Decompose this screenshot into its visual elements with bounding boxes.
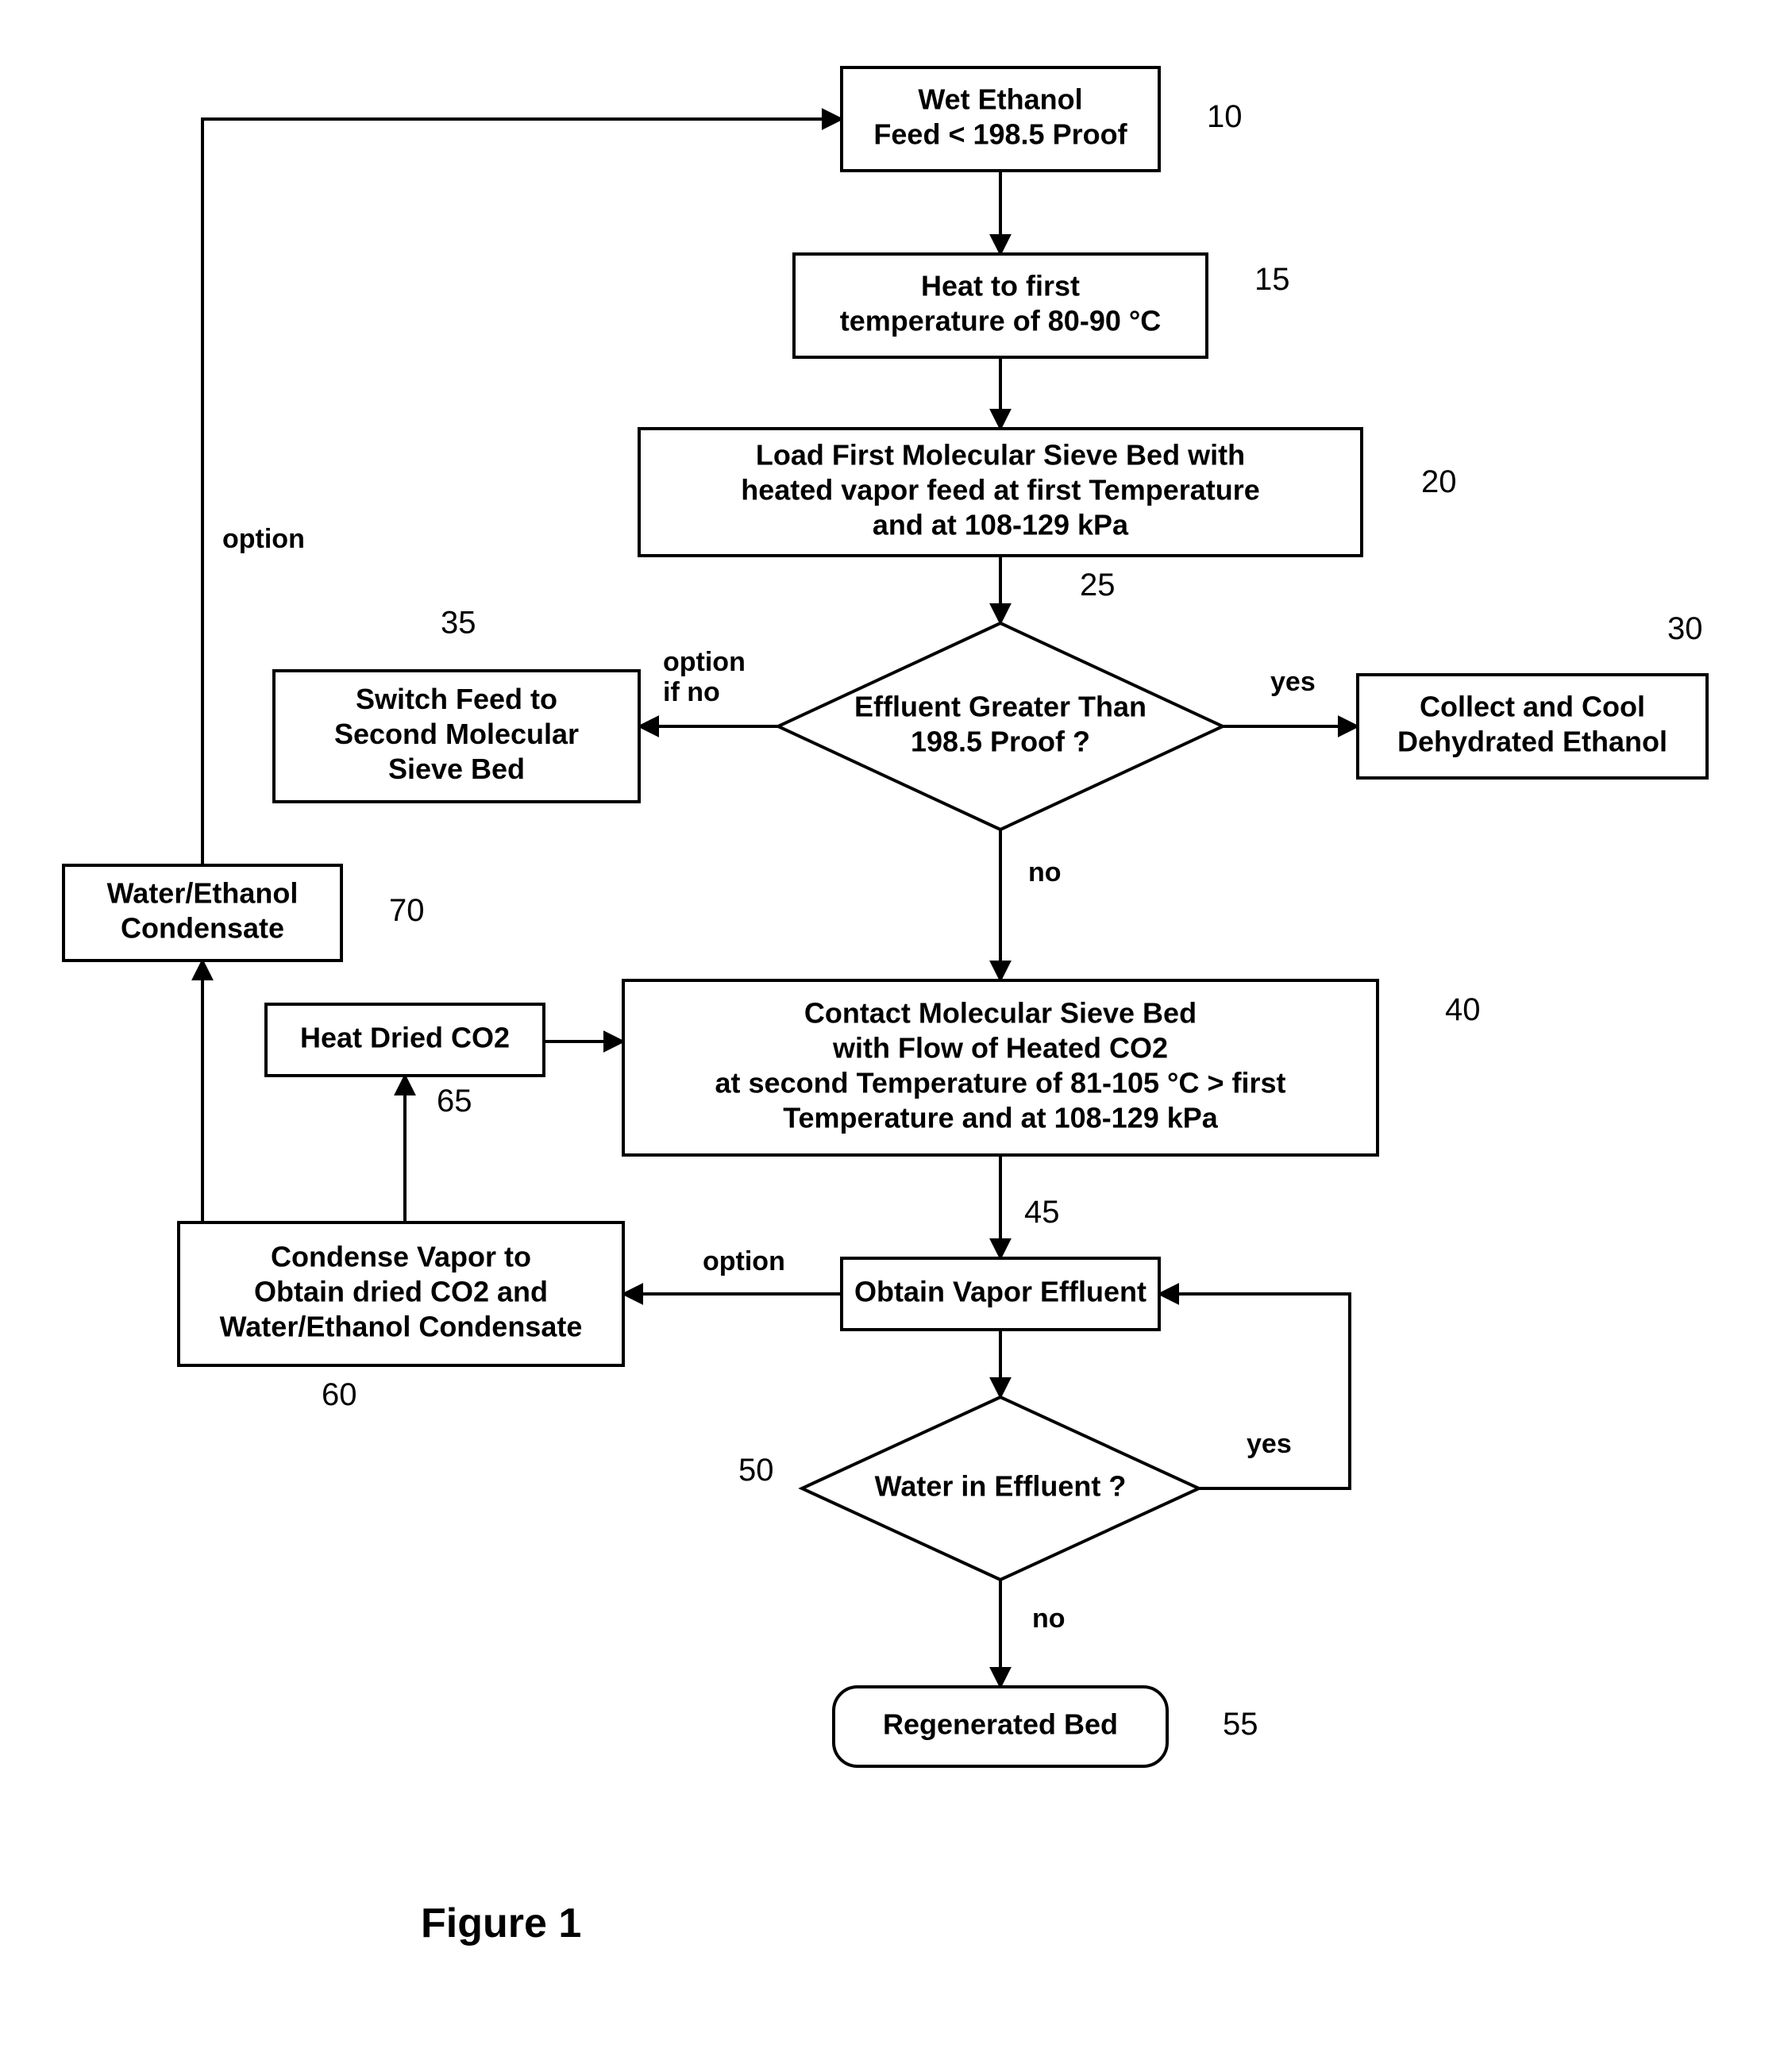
node-label: and at 108-129 kPa xyxy=(873,509,1129,541)
node-label: Temperature and at 108-129 kPa xyxy=(783,1102,1219,1134)
node-35: Switch Feed toSecond MolecularSieve Bed 3… xyxy=(274,606,639,803)
node-30: Collect and CoolDehydrated Ethanol 30 xyxy=(1358,611,1707,778)
node-label: Condense Vapor to xyxy=(271,1241,531,1273)
node-label: Contact Molecular Sieve Bed xyxy=(804,997,1197,1030)
node-15: Heat to firsttemperature of 80-90 °C 15 xyxy=(794,254,1290,357)
node-label: heated vapor feed at first Temperature xyxy=(741,474,1260,506)
node-label: Water/Ethanol Condensate xyxy=(220,1311,583,1343)
node-refnum: 55 xyxy=(1223,1707,1258,1742)
edge-label: option xyxy=(703,1246,785,1276)
flow-edge xyxy=(1159,1294,1350,1488)
node-label: Heat Dried CO2 xyxy=(300,1022,510,1054)
edge-label: yes xyxy=(1270,667,1316,697)
node-40: Contact Molecular Sieve Bedwith Flow of … xyxy=(623,980,1481,1155)
node-refnum: 45 xyxy=(1024,1195,1060,1230)
node-label: Obtain dried CO2 and xyxy=(254,1276,548,1308)
node-label: 198.5 Proof ? xyxy=(911,726,1090,758)
node-label: Water in Effluent ? xyxy=(875,1470,1127,1503)
edge-label: option xyxy=(222,524,305,554)
node-refnum: 40 xyxy=(1445,992,1481,1027)
node-label: with Flow of Heated CO2 xyxy=(832,1032,1168,1065)
node-label: Sieve Bed xyxy=(388,753,525,785)
figure-caption: Figure 1 xyxy=(421,1900,581,1946)
node-refnum: 20 xyxy=(1421,464,1457,499)
node-refnum: 25 xyxy=(1080,568,1116,603)
node-label: Collect and Cool xyxy=(1420,691,1645,723)
node-50: Water in Effluent ? 50 xyxy=(738,1397,1199,1580)
node-label: Second Molecular xyxy=(334,718,579,750)
node-label: Feed < 198.5 Proof xyxy=(873,118,1127,151)
node-refnum: 50 xyxy=(738,1453,774,1488)
node-label: Dehydrated Ethanol xyxy=(1397,726,1667,758)
node-55: Regenerated Bed 55 xyxy=(834,1687,1258,1766)
node-label: Switch Feed to xyxy=(356,683,557,715)
node-label: Heat to first xyxy=(921,270,1080,302)
node-10: Wet EthanolFeed < 198.5 Proof 10 xyxy=(842,67,1243,171)
node-70: Water/EthanolCondensate 70 xyxy=(64,865,425,961)
node-label: at second Temperature of 81-105 °C > fir… xyxy=(715,1067,1286,1099)
node-label: Wet Ethanol xyxy=(918,83,1082,116)
node-20: Load First Molecular Sieve Bed withheate… xyxy=(639,429,1457,556)
node-label: Effluent Greater Than xyxy=(854,691,1146,723)
node-refnum: 70 xyxy=(389,893,425,928)
edge-label: no xyxy=(1032,1604,1066,1634)
node-refnum: 10 xyxy=(1207,99,1243,134)
node-label: Obtain Vapor Effluent xyxy=(854,1276,1146,1308)
node-refnum: 15 xyxy=(1254,262,1290,297)
node-label: Condensate xyxy=(121,912,284,945)
node-60: Condense Vapor toObtain dried CO2 andWat… xyxy=(179,1222,623,1412)
node-label: Regenerated Bed xyxy=(883,1708,1118,1741)
node-refnum: 30 xyxy=(1667,611,1703,646)
edge-label: if no xyxy=(663,677,720,707)
node-label: Load First Molecular Sieve Bed with xyxy=(756,439,1245,472)
node-label: Water/Ethanol xyxy=(107,877,299,910)
edge-label: option xyxy=(663,647,746,677)
node-refnum: 60 xyxy=(322,1377,357,1412)
edge-label: no xyxy=(1028,857,1062,887)
node-refnum: 35 xyxy=(441,606,476,641)
node-refnum: 65 xyxy=(437,1084,472,1118)
node-label: temperature of 80-90 °C xyxy=(840,305,1162,337)
edge-label: yes xyxy=(1247,1429,1292,1459)
